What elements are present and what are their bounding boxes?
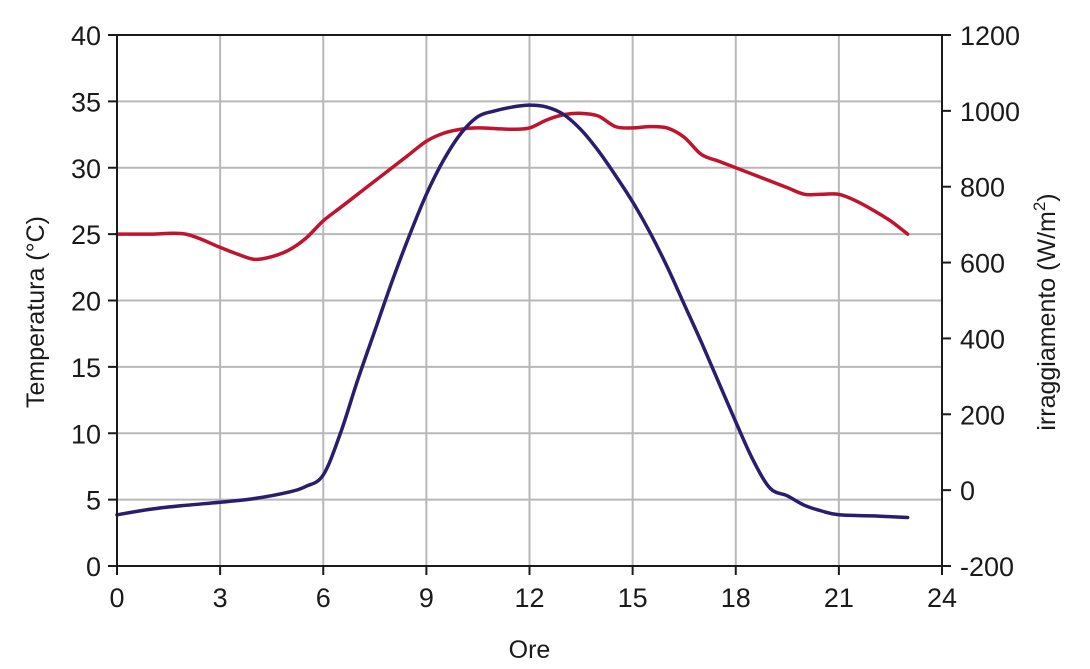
x-tick-label: 3 xyxy=(213,583,228,613)
tick-labels: 0 3 6 9 12 15 18 21 24 0 5 10 15 20 25 30 35 40 -200 0 200 40… xyxy=(71,21,1020,613)
y-tick-label-left: 0 xyxy=(86,552,101,582)
x-axis-label: Ore xyxy=(509,636,551,664)
y-tick-label-left: 20 xyxy=(71,287,101,317)
axis-ticks xyxy=(108,34,951,575)
y-tick-label-left: 35 xyxy=(71,87,101,117)
y-tick-label-right: 1000 xyxy=(960,97,1020,127)
y-tick-label-right: 0 xyxy=(960,476,975,506)
x-tick-label: 21 xyxy=(824,583,854,613)
y-tick-label-right: 1200 xyxy=(960,21,1020,51)
x-tick-label: 0 xyxy=(109,583,124,613)
y-tick-label-right: 400 xyxy=(960,324,1005,354)
x-tick-label: 9 xyxy=(419,583,434,613)
x-tick-label: 15 xyxy=(618,583,648,613)
x-tick-label: 12 xyxy=(514,583,544,613)
y-axis-label-right-sup: 2 xyxy=(1030,202,1049,211)
x-tick-label: 6 xyxy=(316,583,331,613)
gridlines xyxy=(117,35,942,566)
y-axis-label-right-main: irraggiamento (W/m xyxy=(1033,211,1061,431)
y-tick-label-right: 600 xyxy=(960,249,1005,279)
y-axis-label-right: irraggiamento (W/m2) xyxy=(1030,193,1061,430)
series-lines xyxy=(115,103,910,520)
y-tick-label-left: 25 xyxy=(71,220,101,250)
series-line-temperature xyxy=(115,111,910,262)
x-tick-label: 18 xyxy=(721,583,751,613)
y-axis-label-right-close: ) xyxy=(1033,193,1061,201)
y-tick-label-right: 200 xyxy=(960,400,1005,430)
x-tick-label: 24 xyxy=(927,583,957,613)
series-line-irradiance xyxy=(115,103,910,520)
y-tick-label-left: 15 xyxy=(71,353,101,383)
y-axis-label-left: Temperatura (°C) xyxy=(22,216,50,408)
y-tick-label-left: 40 xyxy=(71,21,101,51)
y-tick-label-left: 10 xyxy=(71,419,101,449)
y-tick-label-left: 5 xyxy=(86,486,101,516)
y-tick-label-left: 30 xyxy=(71,154,101,184)
y-tick-label-right: -200 xyxy=(960,552,1014,582)
y-tick-label-right: 800 xyxy=(960,173,1005,203)
